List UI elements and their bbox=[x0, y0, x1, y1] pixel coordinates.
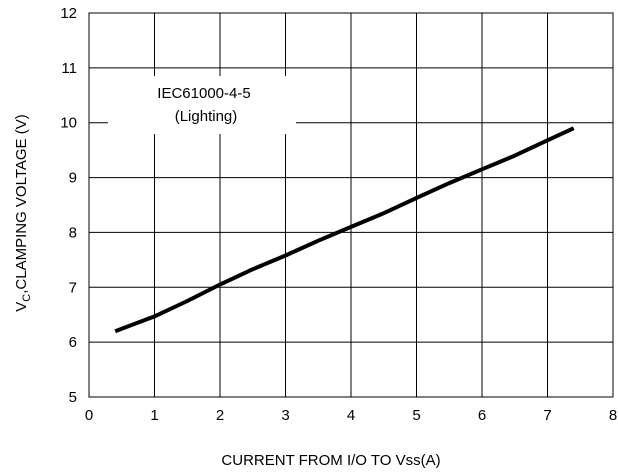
y-axis-label-main: V bbox=[13, 302, 30, 312]
annotation-background bbox=[108, 76, 296, 134]
y-tick-label: 9 bbox=[69, 170, 77, 187]
x-tick-label: 3 bbox=[281, 407, 289, 424]
x-axis-label: CURRENT FROM I/O TO Vss(A) bbox=[221, 452, 440, 469]
y-tick-label: 6 bbox=[69, 334, 77, 351]
annotation-line-2: (Lighting) bbox=[175, 108, 238, 125]
x-tick-label: 6 bbox=[478, 407, 486, 424]
y-tick-label: 8 bbox=[69, 224, 77, 241]
series-line bbox=[114, 126, 575, 334]
y-tick-label: 11 bbox=[61, 60, 77, 77]
x-tick-label: 5 bbox=[412, 407, 420, 424]
series-layer bbox=[114, 126, 575, 334]
y-tick-label: 12 bbox=[60, 5, 77, 22]
x-tick-label: 8 bbox=[609, 407, 617, 424]
plot-frame bbox=[88, 12, 614, 398]
grid bbox=[89, 13, 613, 397]
y-axis-label-sub: C bbox=[21, 294, 33, 302]
y-axis-label-rest: ,CLAMPING VOLTAGE (V) bbox=[13, 114, 30, 293]
y-tick-label: 10 bbox=[60, 115, 77, 132]
x-tick-label: 4 bbox=[347, 407, 355, 424]
x-tick-label: 2 bbox=[216, 407, 224, 424]
x-tick-label: 1 bbox=[150, 407, 158, 424]
y-tick-label: 5 bbox=[69, 389, 77, 406]
annotation-line-1: IEC61000-4-5 bbox=[157, 85, 250, 102]
x-tick-label: 7 bbox=[543, 407, 551, 424]
y-tick-label: 7 bbox=[69, 279, 77, 296]
x-tick-label: 0 bbox=[85, 407, 93, 424]
y-axis-label: VC,CLAMPING VOLTAGE (V) bbox=[13, 114, 33, 311]
